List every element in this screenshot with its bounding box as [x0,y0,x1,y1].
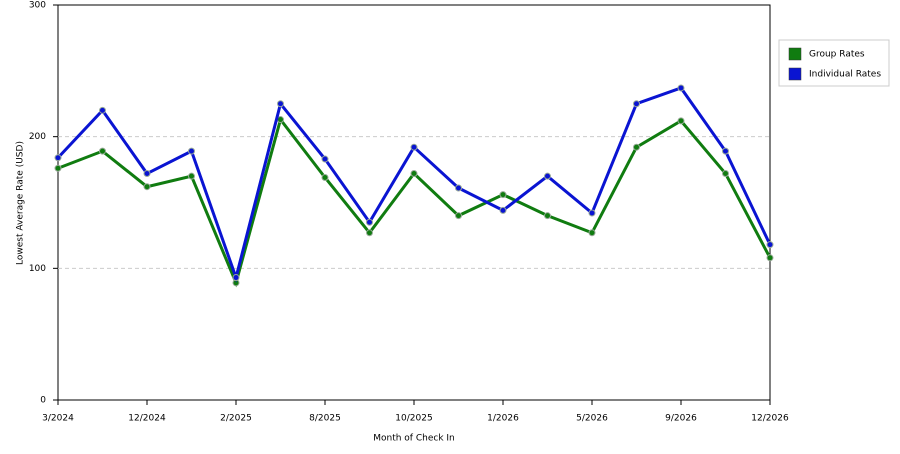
x-tick-label: 10/2025 [395,414,432,424]
point [99,106,106,114]
point [588,209,596,217]
point [188,172,195,180]
point [633,100,640,108]
point [410,143,418,151]
point [277,100,284,108]
point [143,183,151,191]
point [544,212,551,220]
plot-area [57,4,771,401]
x-tick-label: 12/2024 [128,414,166,424]
legend-label: Individual Rates [809,70,881,80]
point [544,172,551,180]
point [321,155,329,163]
legend-label: Group Rates [809,50,865,60]
y-tick-label: 0 [40,396,46,406]
point [366,229,373,237]
point [232,274,240,282]
y-tick-label: 200 [29,132,46,142]
x-tick-label: 12/2026 [751,414,789,424]
y-axis-label: Lowest Average Rate (USD) [16,141,26,265]
x-tick-label: 1/2026 [487,414,519,424]
point [766,254,774,262]
x-tick-label: 3/2024 [42,414,74,424]
x-tick-label: 8/2025 [309,414,341,424]
point [677,117,685,125]
point [143,170,151,178]
point [188,147,195,155]
point [588,229,596,237]
y-tick-label: 300 [29,1,46,11]
x-tick-label: 2/2025 [220,414,252,424]
x-tick-label: 9/2026 [665,414,697,424]
point [455,184,462,192]
point [54,154,62,162]
point [766,241,774,249]
y-tick-label: 100 [29,264,46,274]
point [54,164,62,172]
point [366,218,373,226]
legend-swatch [788,67,802,81]
x-tick-label: 5/2026 [576,414,608,424]
point [321,173,329,181]
point [410,170,418,178]
point [722,147,729,155]
legend-swatch [788,47,802,61]
point [99,147,106,155]
point [722,170,729,178]
point [455,212,462,220]
x-axis-label: Month of Check In [373,434,455,444]
point [499,206,507,214]
point [499,191,507,199]
point [633,143,640,151]
point [677,84,685,92]
